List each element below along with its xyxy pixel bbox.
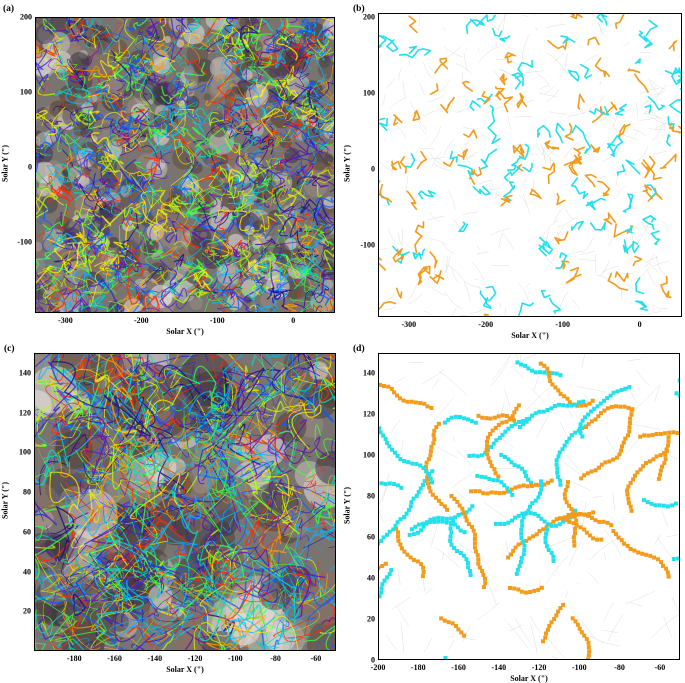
x-tick-label: -100	[571, 663, 587, 672]
x-tick-label: 0	[291, 316, 296, 325]
x-axis-label: Solar X (")	[510, 674, 548, 683]
y-tick-label: 0	[371, 164, 375, 174]
x-tick-label: -80	[614, 663, 625, 672]
y-tick-label: 120	[19, 408, 31, 418]
y-tick-label: 80	[367, 491, 375, 501]
y-tick-label: 140	[19, 368, 31, 378]
y-axis-label: Solar Y (")	[342, 144, 352, 183]
x-axis-label: Solar X (")	[166, 665, 204, 674]
x-tick-label: -300	[58, 316, 73, 325]
y-tick-label: 20	[23, 606, 31, 616]
y-tick-label: 20	[367, 614, 375, 624]
panel-label: (b)	[353, 4, 365, 14]
y-tick-label: 100	[19, 447, 31, 457]
x-tick-label: -140	[147, 654, 163, 663]
x-tick-label: -200	[370, 663, 386, 672]
y-tick-label: 100	[20, 87, 32, 97]
y-tick-label: 40	[367, 573, 375, 583]
x-tick-label: -120	[531, 663, 547, 672]
y-tick-label: 100	[363, 88, 375, 98]
polarity-dots-d	[378, 353, 680, 660]
x-tick-label: -180	[66, 654, 82, 663]
x-tick-label: -120	[187, 654, 203, 663]
panel-d: (d) -200 -180 -160 -140 -120 -100 -80 -60 140 120…	[342, 340, 685, 683]
x-tick-label: -60	[654, 663, 666, 672]
y-tick-label: 100	[363, 450, 375, 460]
panel-label: (a)	[3, 4, 15, 14]
y-axis-label: Solar Y (")	[0, 144, 10, 183]
y-tick-label: 60	[23, 527, 31, 537]
y-tick-label: 0	[371, 655, 375, 665]
y-axis-label: Solar Y (")	[0, 481, 10, 520]
x-axis-label: Solar X (")	[166, 327, 204, 336]
x-tick-label: -100	[555, 320, 571, 329]
x-tick-label: -60	[310, 654, 322, 663]
y-tick-label: 40	[23, 567, 31, 577]
x-axis-label: Solar X (")	[511, 331, 549, 340]
field-image-c	[34, 353, 336, 651]
x-tick-label: -200	[478, 320, 494, 329]
panel-b: (b) -300 -200 -100 0 200 100 0 -100 Solar X (") S…	[342, 0, 685, 340]
y-tick-label: -100	[17, 237, 32, 247]
y-tick-label: 60	[367, 532, 375, 542]
y-tick-label: 0	[28, 162, 32, 172]
y-tick-label: 80	[23, 487, 31, 497]
x-tick-label: -100	[227, 654, 243, 663]
polarity-lines-b	[378, 13, 682, 317]
y-tick-label: 120	[363, 409, 375, 419]
panel-a: (a) -300 -200 -100 0 200 100 0 -100 Solar X (") S…	[0, 0, 342, 336]
y-tick-label: -100	[360, 240, 375, 250]
x-tick-label: -300	[401, 320, 417, 329]
x-tick-label: -160	[107, 654, 122, 663]
field-image-a	[35, 17, 335, 313]
y-tick-label: 200	[20, 12, 32, 22]
x-tick-label: -80	[270, 654, 281, 663]
y-axis-label: Solar Y (")	[342, 486, 352, 524]
panel-label: (d)	[353, 344, 365, 354]
x-tick-label: -140	[491, 663, 507, 672]
x-tick-label: -100	[209, 316, 225, 325]
x-tick-label: 0	[637, 320, 642, 329]
x-tick-label: -160	[451, 663, 466, 672]
panel-label: (c)	[4, 344, 15, 354]
x-tick-label: -200	[133, 316, 149, 325]
x-tick-label: -180	[410, 663, 426, 672]
panel-c: (c) -180 -160 -140 -120 -100 -80 -60 140 120 100 8…	[0, 340, 342, 680]
y-tick-label: 200	[363, 12, 375, 22]
y-tick-label: 140	[363, 368, 375, 378]
